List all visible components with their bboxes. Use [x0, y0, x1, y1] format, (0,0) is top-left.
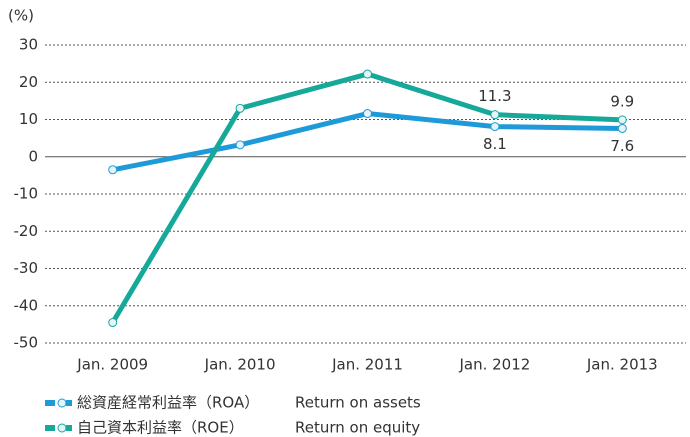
y-tick-label: -20	[14, 222, 39, 240]
y-tick-label: -10	[14, 185, 39, 203]
x-tick-label: Jan. 2011	[331, 356, 403, 374]
legend-marker	[57, 398, 67, 408]
y-tick-label: -50	[14, 334, 39, 352]
y-tick-label: -30	[14, 259, 39, 277]
data-label: 7.6	[610, 137, 634, 155]
legend-note: Return on assets	[295, 394, 421, 412]
legend-marker	[57, 423, 67, 433]
y-tick-label: 0	[28, 147, 38, 165]
x-tick-label: Jan. 2010	[204, 356, 276, 374]
y-tick-label: 10	[19, 110, 38, 128]
point-marker	[490, 122, 500, 132]
point-marker	[108, 165, 118, 175]
point-marker	[235, 140, 245, 150]
point-marker	[363, 69, 372, 79]
line	[112, 111, 623, 173]
point-marker	[617, 115, 627, 125]
y-tick-label: 30	[19, 36, 38, 54]
point-marker	[108, 318, 118, 328]
data-label: 11.3	[478, 87, 511, 105]
y-axis-label: (%)	[8, 7, 34, 25]
data-label: 8.1	[483, 135, 507, 153]
legend-swatch	[45, 400, 55, 406]
legend-label: 自己資本利益率（ROE）	[77, 419, 244, 437]
point-marker	[490, 110, 500, 120]
legend-note: Return on equity	[295, 419, 420, 437]
y-tick-label: 20	[19, 73, 38, 91]
x-tick-label: Jan. 2012	[458, 356, 530, 374]
legend-swatch	[66, 400, 72, 406]
legend-swatch	[66, 425, 72, 431]
legend-swatch	[45, 425, 55, 431]
x-tick-label: Jan. 2009	[76, 356, 148, 374]
point-marker	[363, 109, 372, 119]
data-label: 9.9	[610, 92, 634, 110]
point-marker	[617, 123, 627, 133]
x-tick-label: Jan. 2013	[586, 356, 658, 374]
point-marker	[235, 103, 245, 113]
legend-label: 総資産経常利益率（ROA）	[77, 394, 259, 412]
y-tick-label: -40	[14, 296, 39, 314]
